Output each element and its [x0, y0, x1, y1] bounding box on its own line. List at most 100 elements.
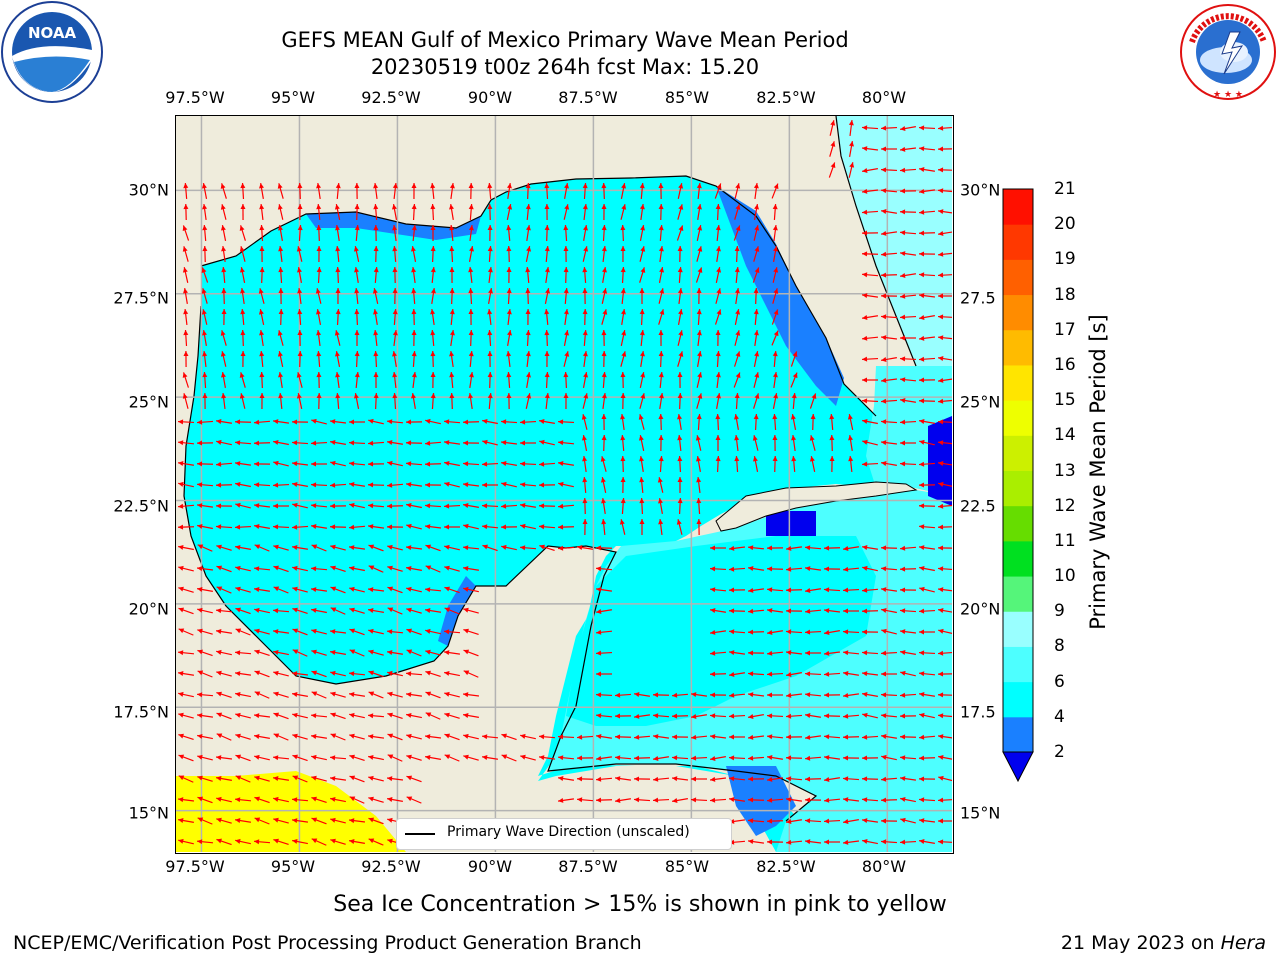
wave-arrow: [772, 371, 778, 389]
wave-arrow: [576, 734, 594, 740]
wave-arrow: [582, 308, 588, 326]
wave-arrow: [671, 692, 689, 698]
wave-arrow: [405, 419, 423, 425]
wave-arrow: [254, 670, 270, 678]
wave-arrow: [272, 755, 290, 761]
wave-arrow: [197, 775, 213, 782]
wave-arrow: [582, 203, 588, 221]
wave-arrow: [297, 329, 303, 347]
wave-arrow: [272, 482, 290, 488]
wave-arrow: [697, 204, 702, 220]
wave-arrow: [468, 371, 474, 389]
yucatan-shelf: [438, 576, 476, 646]
wave-arrow: [463, 628, 479, 636]
wave-arrow: [387, 797, 403, 802]
wave-arrow: [709, 692, 727, 698]
wave-arrow: [292, 775, 308, 783]
wave-arrow: [747, 734, 765, 740]
wave-arrow: [310, 503, 328, 509]
wave-arrow: [937, 146, 952, 152]
colorbar-tick-label: 13: [1054, 460, 1076, 481]
wave-arrow: [766, 608, 784, 614]
wave-arrow: [310, 440, 328, 446]
wave-arrow: [387, 733, 403, 741]
wave-arrow: [488, 288, 493, 304]
wave-arrow: [937, 251, 952, 257]
wave-arrow: [748, 566, 764, 571]
wave-arrow: [500, 440, 518, 446]
wave-arrow: [202, 330, 207, 346]
wave-arrow: [519, 482, 537, 488]
wave-arrow: [405, 692, 423, 698]
wave-arrow: [410, 246, 417, 262]
wave-arrow: [823, 650, 841, 656]
wave-arrow: [311, 628, 327, 635]
wave-arrow: [899, 566, 917, 572]
lat-label-right: 30°N: [960, 180, 1001, 200]
wave-arrow: [595, 545, 613, 551]
wave-arrow: [690, 734, 708, 740]
wave-arrow: [387, 754, 403, 762]
wave-arrow: [639, 393, 646, 409]
wave-arrow: [558, 481, 574, 488]
lon-label-bottom: 82.5°W: [756, 857, 816, 876]
wave-arrow: [254, 691, 270, 699]
wave-arrow: [937, 713, 952, 719]
wave-arrow: [557, 797, 575, 803]
wave-arrow: [772, 267, 779, 283]
wave-arrow: [292, 838, 308, 845]
wave-arrow: [842, 587, 860, 593]
wave-arrow: [367, 524, 385, 530]
wave-arrow: [501, 544, 517, 551]
wave-arrow: [861, 461, 879, 467]
wave-arrow: [235, 818, 251, 823]
wave-arrow: [919, 692, 935, 697]
colorbar: [1002, 188, 1034, 783]
wave-arrow: [805, 588, 821, 593]
wave-arrow: [330, 670, 346, 677]
wave-arrow: [216, 838, 232, 846]
lon-label-top: 95°W: [270, 88, 316, 107]
lat-label-right: 25°N: [960, 392, 1001, 412]
wave-arrow: [620, 287, 626, 305]
wave-arrow: [235, 607, 251, 615]
wave-arrow: [918, 503, 936, 509]
florida-shelf: [716, 186, 844, 406]
wave-arrow: [538, 755, 556, 761]
wave-arrow: [183, 182, 189, 200]
wave-arrow: [880, 650, 898, 656]
wave-arrow: [919, 167, 935, 172]
wave-arrow: [387, 670, 403, 677]
wave-arrow: [311, 691, 327, 699]
wave-arrow: [824, 777, 840, 782]
wave-arrow: [449, 182, 455, 200]
wave-arrow: [272, 524, 290, 530]
wave-arrow: [254, 649, 270, 657]
wave-arrow: [733, 225, 741, 241]
wave-arrow: [861, 335, 879, 341]
wave-arrow: [202, 224, 208, 242]
wave-arrow: [182, 246, 189, 262]
wave-arrow: [938, 293, 952, 299]
wave-arrow: [900, 398, 916, 403]
wave-arrow: [368, 775, 384, 782]
wave-arrow: [330, 691, 346, 698]
wave-arrow: [842, 839, 860, 845]
wave-arrow: [677, 455, 683, 473]
wave-arrow: [563, 287, 569, 305]
wave-arrow: [310, 587, 328, 593]
wave-arrow: [900, 273, 916, 278]
wave-arrow: [620, 455, 626, 473]
wave-arrow: [658, 455, 664, 473]
wave-arrow: [391, 204, 398, 220]
wave-arrow: [881, 146, 897, 152]
wave-arrow: [538, 734, 556, 740]
wave-arrow: [316, 203, 322, 221]
wave-arrow: [881, 671, 897, 677]
legend-line-swatch: [405, 833, 435, 835]
wave-arrow: [809, 435, 816, 451]
wave-arrow: [291, 818, 309, 824]
wave-arrow: [234, 461, 252, 467]
wave-arrow: [862, 838, 878, 845]
wave-arrow: [658, 434, 664, 452]
